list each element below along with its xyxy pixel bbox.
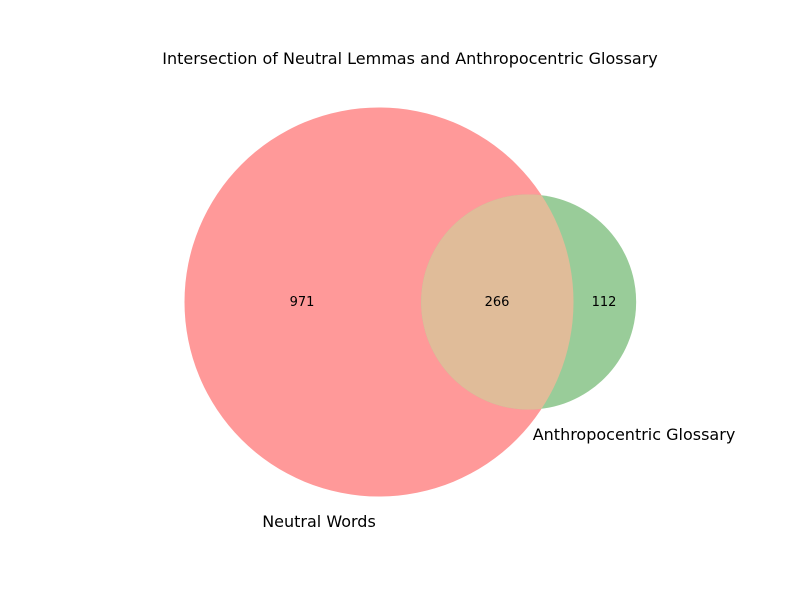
anthropocentric-glossary-only-value: 112 <box>592 295 617 310</box>
neutral-words-only-value: 971 <box>290 295 315 310</box>
chart-title: Intersection of Neutral Lemmas and Anthr… <box>162 49 658 68</box>
intersection-value: 266 <box>485 295 510 310</box>
neutral-words-label: Neutral Words <box>262 512 376 531</box>
anthropocentric-glossary-label: Anthropocentric Glossary <box>533 425 736 444</box>
neutral-words-circle <box>184 107 574 497</box>
intersection-region <box>421 194 574 410</box>
